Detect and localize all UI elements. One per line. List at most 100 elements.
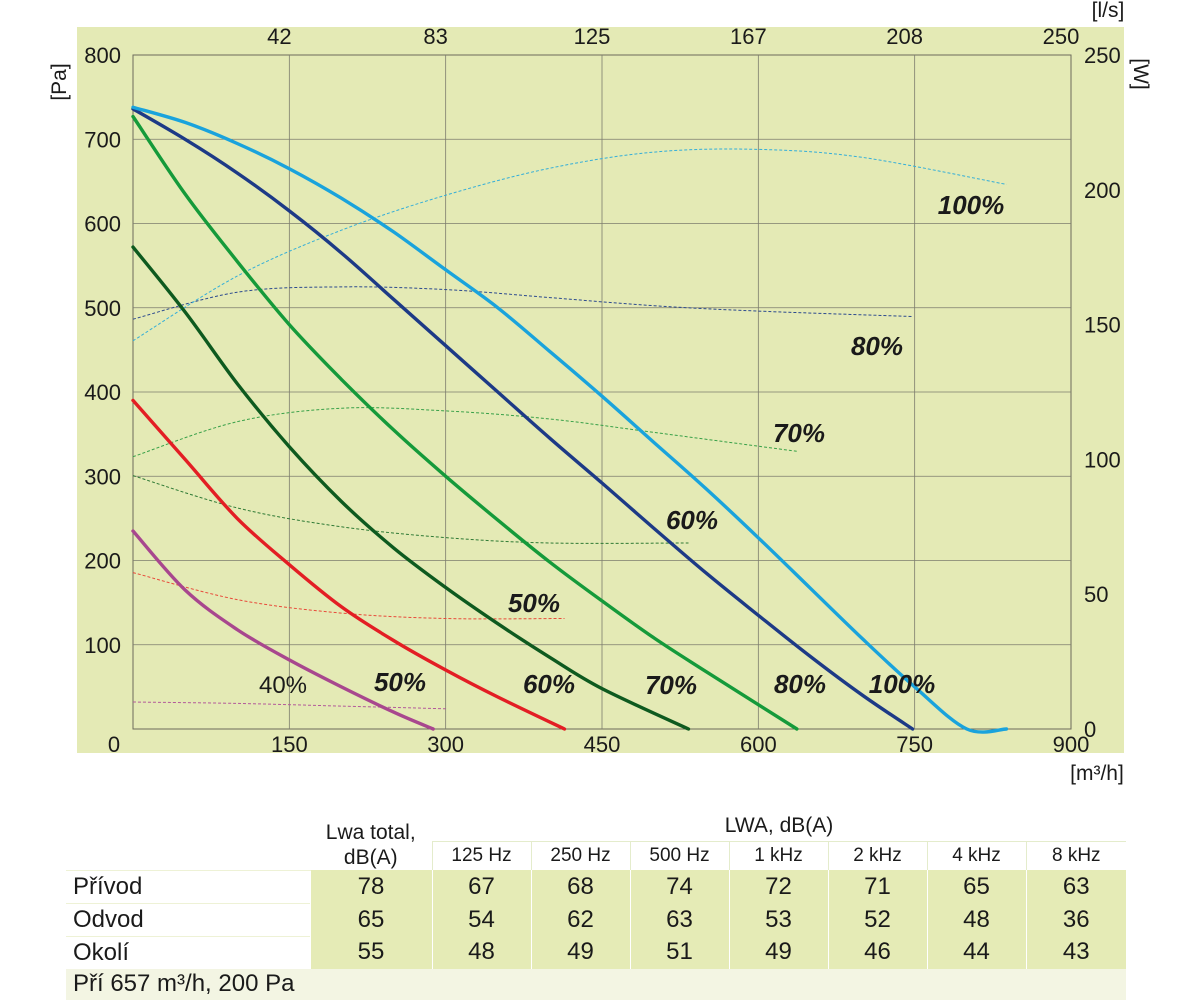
- freq-header-2khz: 2 kHz: [827, 841, 927, 870]
- freq-header-125hz: 125 Hz: [431, 841, 531, 870]
- table-cell: 36: [1025, 903, 1127, 936]
- table-cell: 71: [827, 870, 927, 903]
- table-cell: 53: [728, 903, 828, 936]
- y-tick-label: 200: [84, 549, 121, 574]
- table-cell: 78: [309, 870, 432, 903]
- chart-background: [77, 27, 1124, 753]
- pressure-curve-50pct: [131, 398, 567, 731]
- pressure-curve-100pct: [131, 105, 1009, 734]
- table-cell: 67: [431, 870, 531, 903]
- sound-power-table-container: Lwa total, dB(A) LWA, dB(A) 125 Hz 250 H…: [66, 811, 1127, 1000]
- operating-point-note: Pří 657 m³/h, 200 Pa: [66, 968, 1127, 1000]
- table-cell: 48: [431, 936, 531, 969]
- curve-label-bottom: 70%: [645, 670, 697, 700]
- freq-header-250hz: 250 Hz: [530, 841, 630, 870]
- x-top-tick-label: 42: [267, 24, 291, 49]
- curve-labels: 40% 50% 60% 70% 80% 100% 50% 60% 70% 80% 100%: [259, 190, 1004, 700]
- power-curve-50pct: [132, 572, 565, 620]
- table-cell: 49: [530, 936, 630, 969]
- axis-tick-labels: 0 150 300 450 600 750 900 42 83 125 167 208 250 100 20…: [84, 24, 1120, 757]
- table-cell: 48: [926, 903, 1026, 936]
- pressure-curve-40pct: [131, 529, 435, 731]
- x-tick-label: 300: [427, 732, 464, 757]
- power-curve-70pct: [132, 407, 797, 458]
- x-tick-label: 150: [271, 732, 308, 757]
- y-right-tick-label: 50: [1084, 582, 1108, 607]
- x-top-tick-label: 83: [423, 24, 447, 49]
- x-tick-label: 450: [584, 732, 621, 757]
- table-cell: 51: [629, 936, 729, 969]
- table-cell: 65: [309, 903, 432, 936]
- table-cell: 68: [530, 870, 630, 903]
- y-tick-label: 600: [84, 212, 121, 237]
- y-tick-label: 800: [84, 43, 121, 68]
- lwa-total-header: Lwa total, dB(A): [310, 811, 432, 870]
- y-tick-label: 300: [84, 464, 121, 489]
- freq-header-4khz: 4 kHz: [926, 841, 1026, 870]
- power-curve-40pct: [132, 701, 446, 710]
- power-curve-60pct: [132, 475, 689, 544]
- table-cell: 74: [629, 870, 729, 903]
- power-curves: [132, 148, 1007, 710]
- curve-label-bottom: 80%: [774, 669, 826, 699]
- freq-header-500hz: 500 Hz: [629, 841, 729, 870]
- table-cell: 52: [827, 903, 927, 936]
- table-cell: 63: [1025, 870, 1127, 903]
- freq-header-1khz: 1 kHz: [728, 841, 828, 870]
- table-cell: 49: [728, 936, 828, 969]
- curve-label-power: 60%: [666, 505, 718, 535]
- x-top-tick-label: 167: [730, 24, 767, 49]
- freq-header-8khz: 8 kHz: [1025, 841, 1127, 870]
- x-top-axis-unit: [l/s]: [1092, 0, 1125, 22]
- pressure-curve-80pct: [131, 107, 915, 731]
- x-tick-label: 600: [740, 732, 777, 757]
- x-axis-unit: [m³/h]: [1070, 762, 1124, 785]
- y-right-tick-label: 150: [1084, 313, 1121, 338]
- x-top-tick-label: 208: [886, 24, 923, 49]
- lwa-group-header: LWA, dB(A): [724, 814, 834, 837]
- x-tick-label: 900: [1053, 732, 1090, 757]
- curve-label-bottom: 40%: [259, 672, 307, 699]
- x-top-tick-label: 125: [574, 24, 611, 49]
- curve-label-power: 80%: [851, 331, 903, 361]
- lwa-total-header-line2: dB(A): [343, 846, 398, 869]
- table-cell: 62: [530, 903, 630, 936]
- table-cell: 72: [728, 870, 828, 903]
- x-tick-label: 750: [896, 732, 933, 757]
- power-curve-80pct: [132, 286, 913, 320]
- y-right-axis-unit: [W]: [1129, 58, 1152, 90]
- row-label: Odvod: [66, 902, 310, 936]
- table-cell: 54: [431, 903, 531, 936]
- curve-label-bottom: 60%: [523, 669, 575, 699]
- pressure-curve-60pct: [131, 245, 691, 731]
- table-row-odvod: Odvod 65 54 62 63 53 52 48 36: [66, 902, 1127, 936]
- table-cell: 65: [926, 870, 1026, 903]
- table-note-row: Pří 657 m³/h, 200 Pa: [66, 968, 1127, 1000]
- power-curve-100pct: [132, 148, 1007, 342]
- table-cell: 63: [629, 903, 729, 936]
- y-right-tick-label: 200: [1084, 178, 1121, 203]
- curve-label-power: 100%: [938, 190, 1005, 220]
- pressure-curve-70pct: [131, 114, 799, 731]
- curve-label-power: 50%: [508, 588, 560, 618]
- table-cell: 46: [827, 936, 927, 969]
- row-label: Přívod: [66, 869, 310, 903]
- table-cell: 43: [1025, 936, 1127, 969]
- lwa-total-header-line1: Lwa total,: [325, 821, 416, 844]
- curve-label-power: 70%: [773, 418, 825, 448]
- x-top-tick-label: 250: [1043, 24, 1080, 49]
- pressure-curves: [131, 105, 1009, 734]
- table-cell: 44: [926, 936, 1026, 969]
- y-tick-label: 100: [84, 633, 121, 658]
- y-right-tick-label: 100: [1084, 447, 1121, 472]
- sound-power-table: Lwa total, dB(A) LWA, dB(A) 125 Hz 250 H…: [66, 811, 1127, 1000]
- y-right-tick-label: 0: [1084, 717, 1096, 742]
- table-corner: [66, 811, 310, 870]
- y-axis-unit: [Pa]: [48, 63, 71, 100]
- y-tick-label: 500: [84, 296, 121, 321]
- y-tick-label: 400: [84, 380, 121, 405]
- fan-performance-chart: 0 150 300 450 600 750 900 42 83 125 167 208 250 100 20…: [48, 0, 1152, 785]
- table-cell: 55: [309, 936, 432, 969]
- x-tick-label: 0: [108, 732, 120, 757]
- curve-label-bottom: 100%: [869, 669, 936, 699]
